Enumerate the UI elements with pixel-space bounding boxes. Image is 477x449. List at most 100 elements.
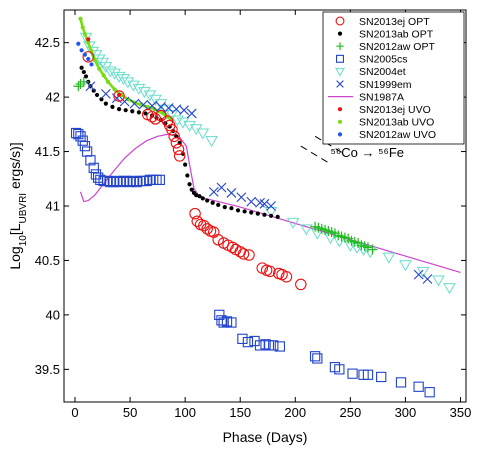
data-point <box>189 207 201 220</box>
data-point <box>212 234 224 246</box>
data-point <box>205 198 210 203</box>
data-point <box>194 193 199 198</box>
data-point <box>132 83 146 95</box>
data-point <box>399 260 412 272</box>
data-point <box>116 106 122 112</box>
data-point <box>413 381 424 392</box>
y-tick-label: 42 <box>46 90 60 105</box>
legend-label: SN2013ej OPT <box>359 16 430 28</box>
legend-label: SN2013ej UVO <box>359 104 431 116</box>
x-axis-label: Phase (Days) <box>223 429 308 445</box>
data-point <box>171 115 184 127</box>
data-point <box>154 174 165 186</box>
data-point <box>226 317 237 328</box>
data-point <box>262 212 267 217</box>
legend-label: SN1987A <box>359 91 404 103</box>
data-point <box>105 79 111 84</box>
data-point <box>112 71 126 83</box>
data-point <box>186 108 197 119</box>
data-point <box>187 182 192 187</box>
data-point <box>264 206 278 218</box>
data-point <box>110 104 115 110</box>
data-point <box>152 106 157 112</box>
x-tick-label: 300 <box>395 405 417 420</box>
data-point <box>103 101 108 106</box>
data-point <box>91 88 96 93</box>
data-point <box>260 339 271 350</box>
data-point <box>97 66 102 71</box>
plot-area <box>70 16 461 398</box>
series-sn1999em <box>85 81 433 284</box>
legend-marker <box>337 132 343 137</box>
y-tick-label: 42.5 <box>35 35 60 50</box>
data-point <box>78 76 89 87</box>
data-point <box>268 213 274 218</box>
data-point <box>89 62 94 67</box>
data-point <box>183 162 188 167</box>
data-point <box>249 210 254 215</box>
legend-entry-sn2013ej-opt: SN2013ej OPT <box>335 16 430 28</box>
data-point <box>222 204 227 210</box>
legend-entry-sn2005cs: SN2005cs <box>335 54 407 66</box>
legend-entry-sn1999em: SN1999em <box>336 79 412 91</box>
data-point <box>208 186 219 197</box>
series-sn2012aw-uvo <box>76 41 94 67</box>
series-sn2013ej-opt <box>82 51 307 291</box>
y-tick-label: 41.5 <box>35 144 60 159</box>
data-point <box>197 194 202 199</box>
data-point <box>422 274 433 284</box>
data-point <box>124 176 136 188</box>
data-point <box>125 97 130 102</box>
data-point <box>101 175 113 187</box>
data-point <box>362 369 374 380</box>
legend-label: SN2013ab OPT <box>359 28 434 40</box>
data-point <box>95 174 106 186</box>
data-point <box>81 69 86 75</box>
data-point <box>218 317 229 328</box>
decay-annotation: ⁵⁶Co → ⁵⁶Fe <box>300 135 404 166</box>
legend-marker <box>337 31 343 36</box>
legend-marker <box>335 67 345 77</box>
data-point <box>179 105 189 116</box>
data-point <box>121 77 135 89</box>
data-point <box>242 336 254 348</box>
data-point <box>143 111 148 116</box>
data-point <box>413 269 424 280</box>
x-tick-label: 100 <box>174 405 196 420</box>
data-point <box>73 81 84 92</box>
legend-box <box>322 11 465 145</box>
data-point <box>443 283 456 295</box>
data-point <box>200 196 205 201</box>
x-tick-label: 200 <box>284 405 306 420</box>
data-point <box>77 135 88 146</box>
legend-label: SN2012aw OPT <box>359 41 435 53</box>
data-point <box>216 202 221 208</box>
data-point <box>127 80 140 92</box>
data-point <box>362 242 373 253</box>
data-point <box>226 188 237 198</box>
data-point <box>382 252 396 264</box>
data-point <box>229 206 234 211</box>
legend-entry-sn1987a: SN1987A <box>328 91 404 103</box>
legend-entry-sn2013ab-opt: SN2013ab OPT <box>337 28 434 40</box>
data-point <box>312 353 323 364</box>
data-point <box>138 87 151 99</box>
data-point <box>237 248 250 260</box>
data-point <box>216 182 227 193</box>
data-point <box>131 176 142 188</box>
legend-entry-sn2012aw-uvo: SN2012aw UVO <box>337 129 436 141</box>
slope-dash-line <box>300 145 332 166</box>
data-point <box>149 113 162 125</box>
data-point <box>119 96 130 107</box>
y-tick-label: 41 <box>46 199 60 214</box>
data-point <box>216 315 227 326</box>
data-point <box>196 128 210 140</box>
legend-label: SN2004et <box>359 66 406 78</box>
data-point <box>101 73 106 78</box>
data-point <box>309 351 321 362</box>
data-point <box>264 265 276 278</box>
data-point <box>94 92 100 98</box>
data-point <box>166 124 178 136</box>
series-sn2012aw-opt <box>73 76 378 255</box>
legend-label: SN2012aw UVO <box>359 129 436 141</box>
